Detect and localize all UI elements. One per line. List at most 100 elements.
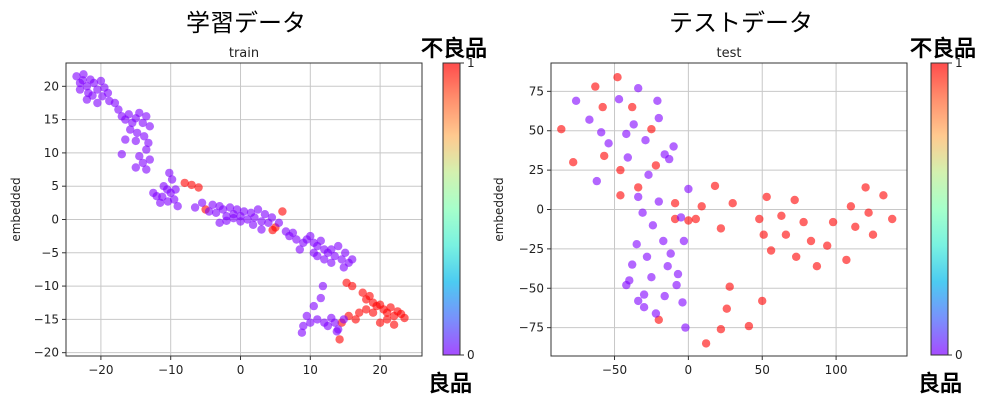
data-point <box>250 213 259 222</box>
colorbar <box>443 63 460 355</box>
data-point <box>569 158 578 167</box>
data-point <box>78 76 88 85</box>
data-point <box>93 98 102 108</box>
data-point <box>614 95 624 104</box>
colorbar-label-top-left: 不良品 <box>421 37 488 62</box>
data-point <box>604 139 613 148</box>
data-point <box>135 152 144 161</box>
y-tick-label: 20 <box>44 79 59 93</box>
data-point <box>131 136 140 146</box>
data-point <box>613 73 622 82</box>
x-tick-label: 0 <box>685 363 693 377</box>
data-point <box>697 202 706 211</box>
y-tick-label: −15 <box>34 312 59 326</box>
x-tick-label: −20 <box>88 363 113 377</box>
data-point <box>616 165 625 175</box>
data-point <box>861 183 870 192</box>
data-point <box>218 205 228 214</box>
data-point <box>180 178 189 188</box>
data-point <box>716 325 726 334</box>
data-point <box>654 315 663 324</box>
data-point <box>351 315 360 324</box>
y-tick-label: −75 <box>519 321 544 335</box>
data-point <box>253 205 263 214</box>
data-point <box>299 321 308 331</box>
data-point <box>297 328 307 337</box>
data-point <box>766 246 776 255</box>
data-point <box>828 217 838 227</box>
data-point <box>171 185 180 194</box>
data-point <box>755 214 764 224</box>
data-point <box>309 248 318 257</box>
data-point <box>628 102 637 112</box>
data-point <box>288 228 298 237</box>
data-point <box>616 191 625 200</box>
data-point <box>355 308 364 317</box>
data-point <box>278 207 287 216</box>
data-point <box>274 218 284 227</box>
data-point <box>190 203 200 212</box>
data-point <box>257 217 266 226</box>
y-tick-label: −5 <box>41 246 59 260</box>
data-point <box>126 125 135 134</box>
data-point <box>342 278 351 287</box>
data-point <box>663 262 672 271</box>
data-point <box>167 175 177 184</box>
colorbar-frame <box>930 62 949 356</box>
data-point <box>673 269 683 279</box>
y-tick-label: −50 <box>519 281 544 295</box>
data-point <box>145 122 154 131</box>
data-point <box>722 304 731 313</box>
data-point <box>665 154 674 164</box>
data-point <box>144 138 153 148</box>
data-point <box>744 321 754 331</box>
data-point <box>864 208 873 217</box>
data-point <box>327 258 336 267</box>
data-point <box>327 245 336 254</box>
data-point <box>302 311 311 321</box>
data-point <box>93 85 102 94</box>
data-point <box>597 128 606 137</box>
data-point <box>103 88 113 98</box>
data-point <box>236 217 245 226</box>
y-tick-label: 15 <box>44 113 59 127</box>
data-point <box>868 230 878 239</box>
data-point <box>165 168 174 178</box>
y-tick-label: −10 <box>34 279 59 293</box>
heading-right: テストデータ <box>669 9 813 37</box>
data-point <box>163 197 173 206</box>
data-point <box>647 273 656 282</box>
data-point <box>334 241 343 251</box>
data-point <box>82 82 92 91</box>
data-point <box>632 240 641 249</box>
data-point <box>629 120 638 129</box>
data-point <box>654 197 663 206</box>
colorbar <box>931 63 948 355</box>
data-point <box>133 128 142 138</box>
x-tick-label: 100 <box>825 363 848 377</box>
data-point <box>295 245 304 254</box>
data-point <box>701 339 711 348</box>
data-point <box>592 176 601 186</box>
data-point <box>187 180 196 190</box>
data-point <box>400 313 409 323</box>
data-point <box>676 213 686 222</box>
data-point <box>651 161 661 170</box>
colorbar-frame <box>442 62 461 356</box>
x-tick-label: 10 <box>303 363 318 377</box>
data-point <box>138 118 147 128</box>
x-tick-label: −10 <box>158 363 183 377</box>
train-scatter-plot: −20 −10 0 10 20−20−15−10−505101520trainembed… <box>9 46 475 377</box>
data-point <box>194 183 203 192</box>
x-tick-label: 20 <box>372 363 387 377</box>
data-point <box>639 290 649 299</box>
data-point <box>375 318 385 327</box>
data-point <box>75 85 85 94</box>
data-point <box>598 102 607 112</box>
y-tick-label: 10 <box>44 146 59 160</box>
data-point <box>651 309 661 318</box>
data-point <box>110 98 120 108</box>
data-point <box>762 192 771 202</box>
data-point <box>634 84 643 93</box>
data-point <box>121 135 130 144</box>
